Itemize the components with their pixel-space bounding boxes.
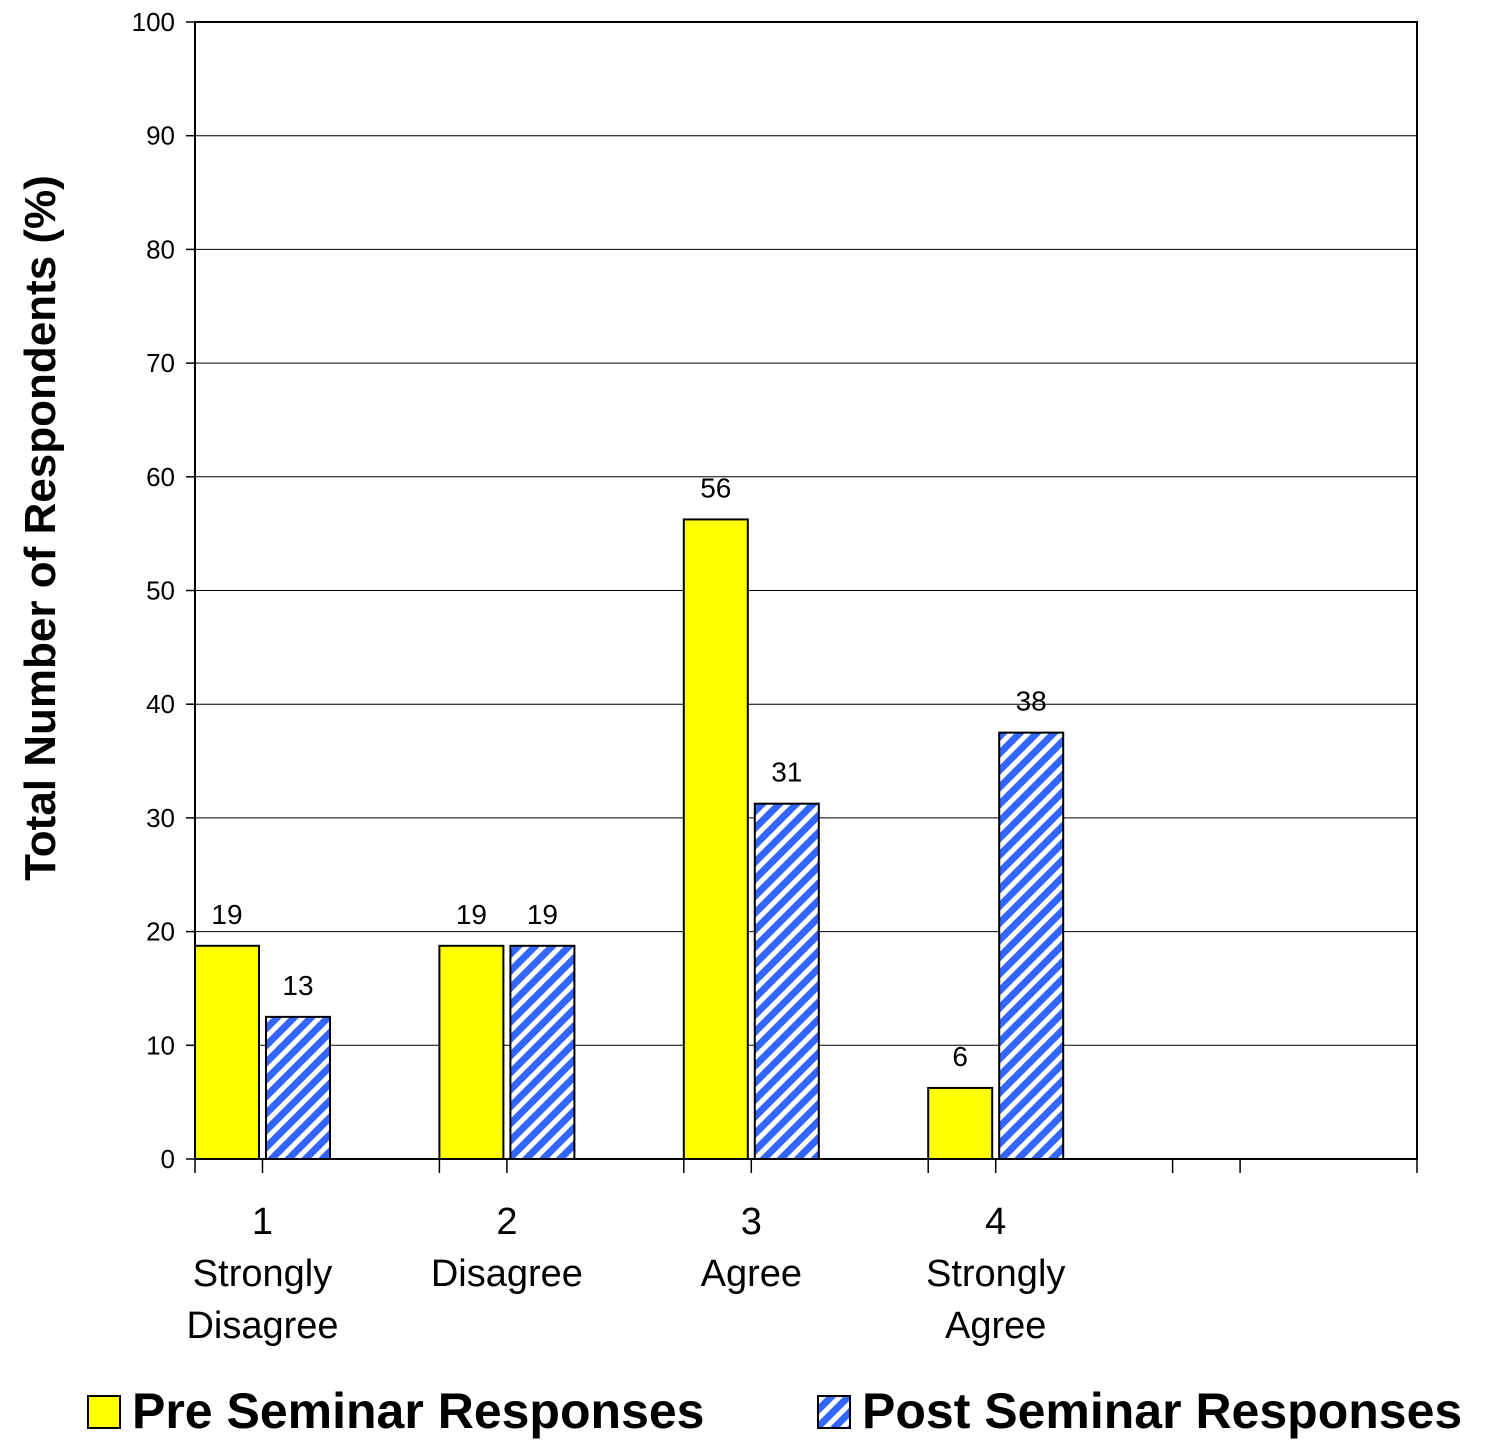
- bar-value-label: 19: [456, 899, 487, 930]
- y-tick-label: 100: [132, 7, 175, 37]
- x-category-label: Disagree: [186, 1305, 338, 1347]
- x-axis-category-labels: 1 Strongly Disagree 2 Disagree 3 Agree 4 Strongl…: [186, 1201, 1065, 1347]
- post-seminar-bar: [509, 944, 576, 1160]
- x-category-number: 2: [496, 1201, 517, 1243]
- y-tick-label: 0: [161, 1144, 175, 1174]
- plot-frame: [194, 21, 1418, 1160]
- post-seminar-bar: [998, 731, 1065, 1160]
- data-labels: 19 19 56 6 13 19 31 38: [211, 472, 1046, 1072]
- x-category-number: 3: [741, 1201, 762, 1243]
- pre-seminar-bar: [438, 944, 505, 1160]
- y-tick-label: 30: [146, 803, 175, 833]
- bar-value-label: 6: [952, 1041, 968, 1072]
- pre-seminar-legend-label: Pre Seminar Responses: [132, 1383, 705, 1439]
- post-seminar-legend-label: Post Seminar Responses: [862, 1383, 1462, 1439]
- bar-value-label: 38: [1016, 686, 1047, 717]
- x-category-label: Strongly: [926, 1253, 1065, 1295]
- bar-value-label: 19: [527, 899, 558, 930]
- bar-value-label: 56: [700, 472, 731, 503]
- y-tick-label: 50: [146, 576, 175, 606]
- y-axis-ticks: 0 10 20 30 40 50 60 70 80 90 100: [132, 7, 195, 1174]
- y-tick-label: 70: [146, 348, 175, 378]
- x-category-label: Agree: [945, 1305, 1046, 1347]
- bar-value-label: 19: [211, 899, 242, 930]
- x-category-number: 1: [252, 1201, 273, 1243]
- pre-seminar-bar: [682, 518, 749, 1160]
- y-tick-label: 40: [146, 689, 175, 719]
- bars: [194, 518, 1065, 1160]
- pre-seminar-bar: [927, 1086, 994, 1160]
- y-tick-label: 80: [146, 234, 175, 264]
- legend: Pre Seminar Responses Post Seminar Respon…: [87, 1383, 1462, 1439]
- pre-seminar-bar: [194, 944, 260, 1160]
- y-tick-label: 10: [146, 1030, 175, 1060]
- post-seminar-legend-swatch: [817, 1395, 851, 1429]
- y-axis-title: Total Number of Respondents (%): [16, 175, 65, 881]
- x-category-number: 4: [985, 1201, 1006, 1243]
- pre-seminar-legend-swatch: [87, 1395, 121, 1429]
- x-category-label: Disagree: [431, 1253, 583, 1295]
- y-tick-label: 20: [146, 917, 175, 947]
- y-tick-label: 60: [146, 462, 175, 492]
- y-tick-label: 90: [146, 121, 175, 151]
- x-category-label: Agree: [701, 1253, 802, 1295]
- bar-value-label: 31: [771, 757, 802, 788]
- x-category-label: Strongly: [193, 1253, 332, 1295]
- post-seminar-bar: [265, 1015, 331, 1160]
- axes: [194, 21, 1418, 1173]
- bar-value-label: 13: [282, 970, 313, 1001]
- post-seminar-bar: [753, 802, 820, 1160]
